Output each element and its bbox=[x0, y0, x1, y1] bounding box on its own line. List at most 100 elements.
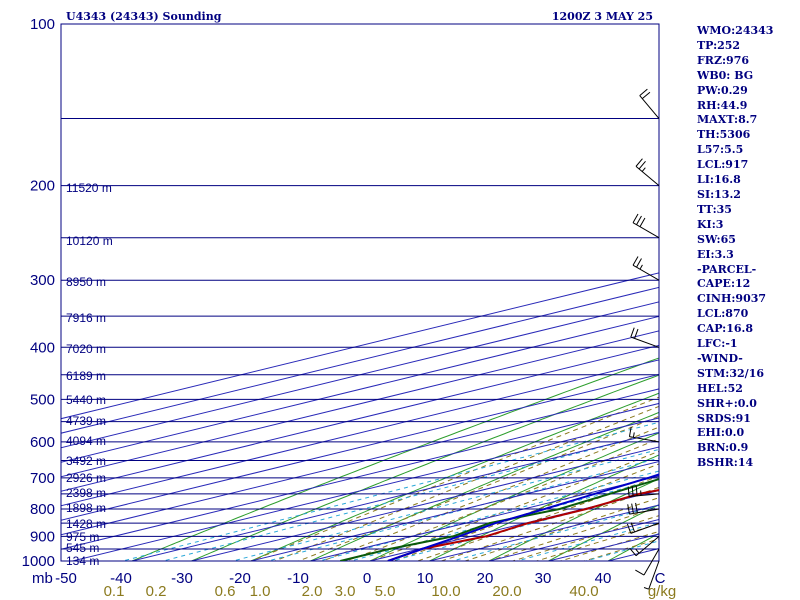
index-value: LCL:870 bbox=[697, 307, 749, 321]
wind-barb bbox=[639, 88, 660, 119]
mixing-ratio-tick-label: 0.2 bbox=[146, 583, 167, 600]
index-value: EHI:0.0 bbox=[697, 426, 745, 440]
height-label: 545 m bbox=[66, 541, 99, 555]
temperature-tick-label: -40 bbox=[110, 570, 132, 587]
moist-adiabat-line bbox=[392, 463, 659, 561]
wind-barb bbox=[627, 485, 660, 498]
dry-adiabat-line bbox=[190, 374, 659, 561]
wind-barb bbox=[632, 213, 660, 239]
mixing-ratio-tick-label: 5.0 bbox=[375, 583, 396, 600]
index-value: SRDS:91 bbox=[697, 411, 751, 425]
index-value: LI:16.8 bbox=[697, 173, 741, 187]
isobars bbox=[61, 23, 659, 562]
height-label: 134 m bbox=[66, 554, 99, 568]
mixing-ratio-unit-label: g/kg bbox=[648, 583, 676, 600]
height-label: 1428 m bbox=[66, 517, 106, 531]
pressure-tick-label: 300 bbox=[30, 272, 55, 289]
height-label: 8950 m bbox=[66, 275, 106, 289]
height-label: 6189 m bbox=[66, 369, 106, 383]
wind-barb bbox=[627, 502, 660, 515]
pressure-tick-label: 100 bbox=[30, 16, 55, 33]
index-value: MAXT:8.7 bbox=[697, 113, 758, 127]
pressure-tick-label: 200 bbox=[30, 178, 55, 195]
index-value: SI:13.2 bbox=[697, 187, 741, 201]
pressure-tick-label: 1000 bbox=[22, 553, 55, 570]
height-label: 5440 m bbox=[66, 393, 106, 407]
index-value: -PARCEL- bbox=[697, 262, 757, 276]
index-value: LFC:-1 bbox=[697, 337, 738, 351]
height-label: 3492 m bbox=[66, 454, 106, 468]
isotherm-line bbox=[61, 286, 659, 434]
dry-adiabat-line bbox=[309, 411, 659, 561]
index-value: HEL:52 bbox=[697, 381, 743, 395]
mixing-ratio-tick-label: 0.1 bbox=[104, 583, 125, 600]
observation-time: 1200Z 3 MAY 25 bbox=[552, 10, 653, 23]
index-value: L57:5.5 bbox=[697, 143, 744, 157]
index-value: STM:32/16 bbox=[697, 366, 764, 380]
index-value: TT:35 bbox=[697, 202, 732, 216]
isotherm-line bbox=[61, 344, 659, 492]
wind-barb bbox=[643, 560, 660, 590]
pressure-tick-label: 900 bbox=[30, 528, 55, 545]
height-label: 10120 m bbox=[66, 234, 113, 248]
dry-adiabat-line bbox=[249, 392, 659, 561]
index-value: WB0: BG bbox=[697, 68, 754, 82]
dry-adiabat-line bbox=[130, 357, 659, 561]
pressure-unit-label: mb bbox=[32, 570, 53, 587]
isotherms bbox=[61, 272, 659, 561]
temperature-tick-label: 40 bbox=[595, 570, 612, 587]
pressure-tick-label: 600 bbox=[30, 434, 55, 451]
isotherm-line bbox=[61, 272, 659, 420]
height-label: 7020 m bbox=[66, 342, 106, 356]
dry-adiabats bbox=[130, 357, 659, 561]
wind-barb bbox=[628, 426, 660, 443]
mixing-ratio-axis: 0.1 0.2 0.6 1.0 2.0 3.0 5.0 10.0 20.0 40.0 g/kg bbox=[104, 583, 677, 600]
index-value: KI:3 bbox=[697, 217, 724, 231]
index-value: EI:3.3 bbox=[697, 247, 734, 261]
mixing-ratio-line bbox=[515, 521, 659, 561]
temperature-tick-label: -50 bbox=[55, 570, 77, 587]
mixing-ratio-line bbox=[266, 457, 659, 561]
sounding-profiles bbox=[340, 473, 659, 561]
moist-adiabat-line bbox=[273, 405, 659, 561]
temperature-tick-label: 30 bbox=[535, 570, 552, 587]
temperature-tick-label: -10 bbox=[287, 570, 309, 587]
parcel-profile-line bbox=[387, 473, 659, 561]
plot-frame bbox=[60, 23, 660, 562]
isotherm-line bbox=[61, 359, 659, 507]
mixing-ratio-line bbox=[450, 504, 659, 561]
height-label: 1898 m bbox=[66, 501, 106, 515]
index-value: SHR+:0.0 bbox=[697, 396, 757, 410]
index-value: PW:0.29 bbox=[697, 83, 748, 97]
isotherm-line bbox=[129, 431, 659, 561]
wind-barbs bbox=[626, 88, 660, 590]
moist-adiabat-line bbox=[558, 530, 659, 561]
isotherm-line bbox=[70, 417, 659, 561]
mixing-ratio-tick-label: 3.0 bbox=[335, 583, 356, 600]
wind-barb bbox=[635, 548, 660, 576]
dry-adiabat-line bbox=[428, 454, 659, 561]
index-value: CINH:9037 bbox=[697, 292, 767, 306]
dry-adiabat-line bbox=[368, 432, 659, 561]
temperature-tick-label: 20 bbox=[477, 570, 494, 587]
pressure-tick-label: 500 bbox=[30, 391, 55, 408]
index-value: -WIND- bbox=[697, 351, 743, 365]
wind-barb bbox=[629, 536, 660, 557]
height-label: 11520 m bbox=[66, 181, 112, 195]
pressure-tick-label: 700 bbox=[30, 470, 55, 487]
index-value: SW:65 bbox=[697, 232, 736, 246]
moist-adiabat-line bbox=[249, 396, 659, 561]
wind-barb bbox=[635, 158, 660, 187]
station-title: U4343 (24343) Sounding bbox=[66, 10, 222, 23]
height-label: 2926 m bbox=[66, 471, 106, 485]
isotherm-line bbox=[61, 402, 659, 550]
index-value: BRN:0.9 bbox=[697, 441, 749, 455]
temperature-tick-label: 0 bbox=[363, 570, 371, 587]
moist-adiabat-line bbox=[297, 415, 659, 561]
moist-adiabat-line bbox=[487, 506, 659, 561]
isotherm-line bbox=[189, 446, 659, 561]
dry-adiabat-line bbox=[487, 478, 659, 561]
